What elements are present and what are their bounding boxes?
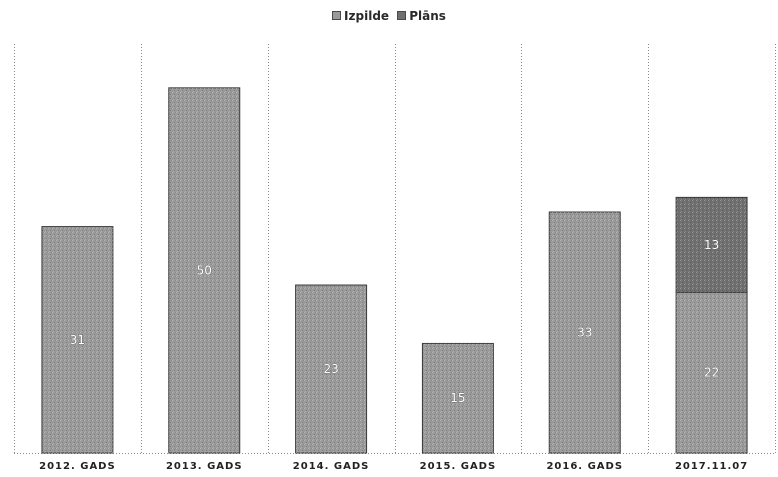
data-label: 15 [450, 391, 465, 405]
bar-texture [168, 87, 240, 454]
data-label: 22 [704, 366, 719, 380]
legend-item-plans: Plāns [397, 9, 446, 23]
x-tick-label: 2015. GADS [420, 461, 497, 472]
bar-texture [676, 197, 748, 293]
data-label: 13 [704, 238, 719, 252]
legend-swatch-plans [397, 11, 407, 20]
x-axis-tick-labels: 2012. GADS 2013. GADS 2014. GADS 2015. GADS… [39, 461, 748, 472]
x-tick-label: 2012. GADS [39, 461, 116, 472]
data-label: 31 [70, 333, 85, 347]
data-label: 50 [197, 263, 212, 277]
legend-swatch-izpilde [332, 11, 342, 20]
legend-label-izpilde: Izpilde [344, 9, 390, 23]
bar-texture [676, 292, 748, 453]
x-tick-label: 2013. GADS [166, 461, 243, 472]
bar-texture [422, 343, 494, 453]
grid-lines [14, 44, 776, 454]
x-tick-label: 2014. GADS [293, 461, 370, 472]
data-labels: 31 50 23 15 33 22 13 [69, 238, 719, 406]
bar-group [41, 87, 748, 454]
data-label: 23 [323, 362, 338, 376]
bar-texture [549, 211, 621, 453]
legend-item-izpilde: Izpilde [332, 9, 389, 23]
bar-texture [41, 226, 113, 453]
data-label: 33 [577, 325, 592, 339]
x-tick-label: 2016. GADS [546, 461, 623, 472]
legend-label-plans: Plāns [409, 9, 446, 23]
chart-legend: Izpilde Plāns [0, 9, 778, 23]
x-tick-label: 2017.11.07 [675, 461, 748, 472]
bar-texture [295, 285, 367, 453]
